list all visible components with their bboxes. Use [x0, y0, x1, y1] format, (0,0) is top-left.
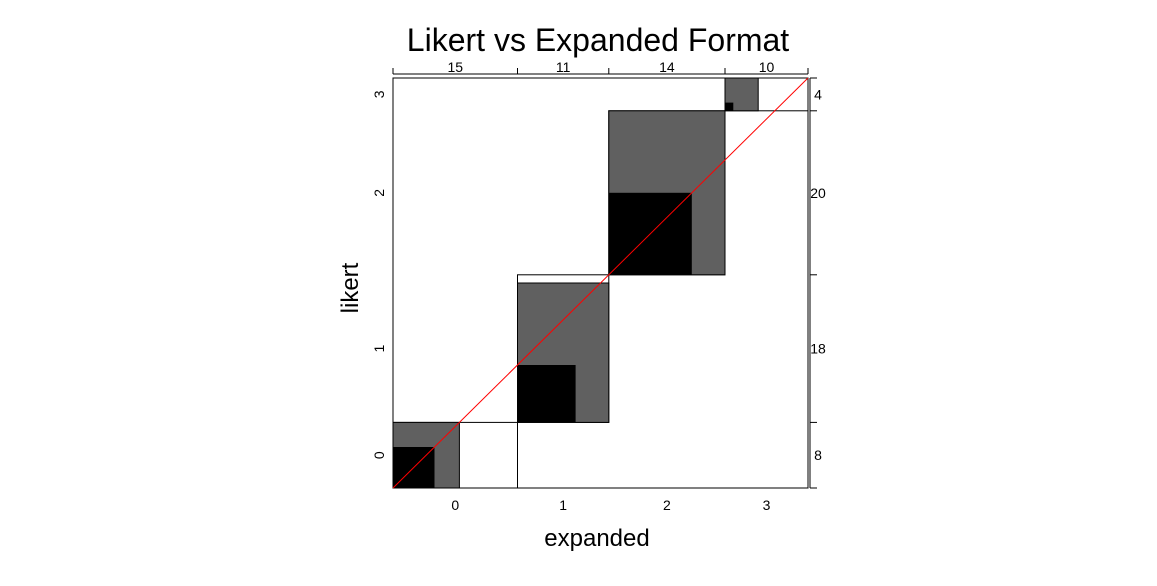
row-total-label: 4 [814, 86, 822, 102]
x-tick-label: 1 [559, 497, 567, 513]
row-total-label: 20 [810, 185, 826, 201]
x-axis-label: expanded [544, 525, 649, 552]
reference-line [392, 77, 809, 489]
y-tick-label: 3 [371, 90, 387, 98]
y-axis-label: likert [337, 262, 364, 313]
y-tick-label: 0 [371, 451, 387, 459]
y-tick-label: 1 [371, 344, 387, 352]
column-total-label: 15 [447, 59, 463, 75]
x-tick-label: 3 [763, 497, 771, 513]
column-total-label: 14 [659, 59, 675, 75]
column-total-label: 11 [556, 59, 571, 75]
x-tick-label: 2 [663, 497, 671, 513]
column-total-label: 10 [759, 59, 775, 75]
x-tick-label: 0 [451, 497, 459, 513]
exact-agreement-box [725, 102, 734, 111]
exact-agreement-box [517, 365, 576, 423]
y-tick-label: 2 [371, 189, 387, 197]
row-total-label: 8 [814, 447, 822, 463]
chart-title: Likert vs Expanded Format [407, 22, 790, 58]
row-total-label: 18 [810, 341, 826, 357]
plot-border [392, 77, 809, 489]
